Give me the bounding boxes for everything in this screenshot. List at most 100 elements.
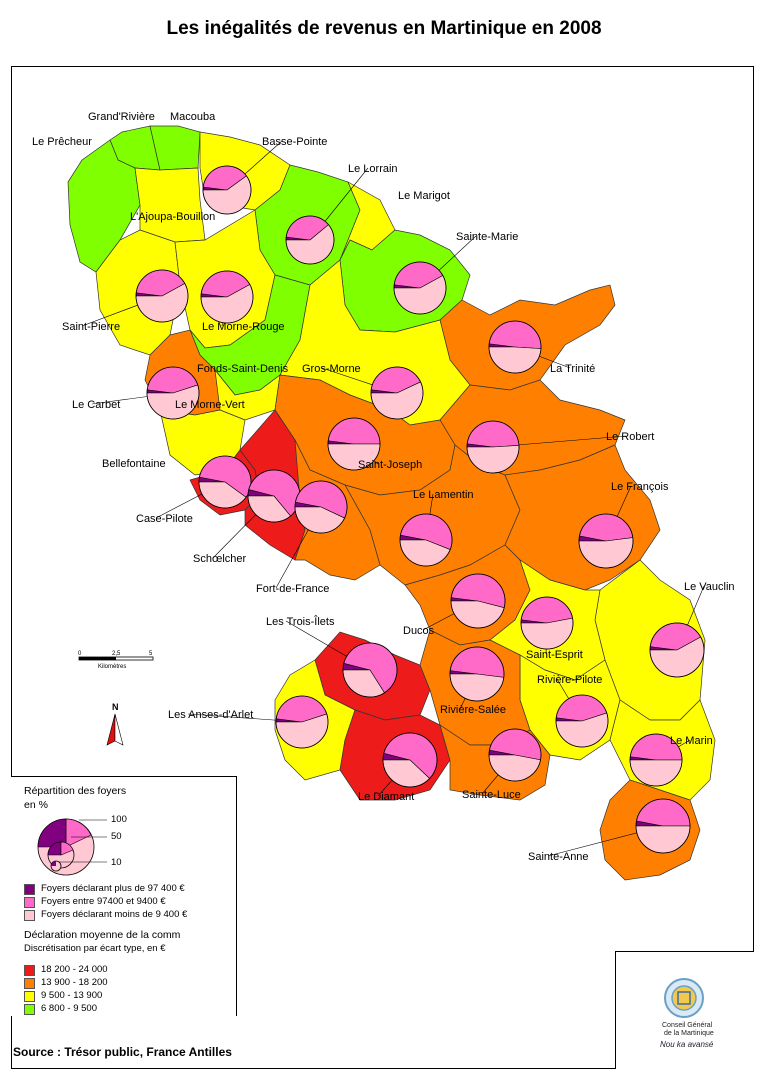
legend-cat-high: Foyers déclarant plus de 97 400 €	[41, 883, 185, 894]
pie-le-carbet	[146, 366, 200, 420]
pie-saint-pierre	[135, 269, 189, 323]
label-le-morne-vert: Le Morne-Vert	[175, 399, 245, 411]
pie-le-diamant	[382, 732, 438, 788]
pie-le-marin	[629, 733, 683, 787]
region-l-ajoupa-bouillon	[134, 167, 206, 243]
pie-le-morne-rouge	[200, 270, 254, 324]
legend-swatch-high	[24, 884, 35, 895]
legend-swatch-mid	[24, 897, 35, 908]
pie-sainte-anne	[635, 798, 691, 854]
legend-class-1: 18 200 - 24 000	[41, 964, 108, 975]
label-la-trinite: La Trinité	[550, 363, 595, 375]
label-le-vauclin: Le Vauclin	[684, 581, 735, 593]
legend-cat-mid: Foyers entre 97400 et 9400 €	[41, 896, 166, 907]
label-saint-pierre: Saint-Pierre	[62, 321, 120, 333]
label-le-marigot: Le Marigot	[398, 190, 450, 202]
label-grand-riviere: Grand'Rivière	[88, 111, 155, 123]
map-frame	[11, 66, 754, 1069]
label-le-lamentin: Le Lamentin	[413, 489, 474, 501]
label-ducos: Ducos	[403, 625, 435, 637]
pie-basse-pointe	[202, 165, 252, 215]
legend-size-100: 100	[111, 814, 127, 825]
pie-riviere-pilote	[555, 694, 609, 748]
pie-la-trinite	[488, 320, 542, 374]
pie-ducos	[450, 573, 506, 629]
label-fort-de-france: Fort-de-France	[256, 583, 329, 595]
pie-les-anses-d-arlet	[275, 695, 329, 749]
label-le-morne-rouge: Le Morne-Rouge	[202, 321, 285, 333]
map-title: Les inégalités de revenus en Martinique …	[166, 18, 602, 39]
commune-labels: Grand'Rivière Macouba Le Prêcheur Basse-Poi…	[32, 111, 735, 863]
pie-le-robert	[466, 420, 520, 474]
legend-swatch-low	[24, 910, 35, 921]
label-riviere-pilote: Rivière-Pilote	[537, 674, 602, 686]
label-fonds-saint-denis: Fonds-Saint-Denis	[197, 363, 289, 375]
legend-swatch-class-4	[24, 1004, 35, 1015]
legend-size-circles-icon	[37, 818, 107, 876]
north-label: N	[112, 702, 119, 712]
pie-saint-esprit	[520, 596, 574, 650]
pie-symbols	[135, 165, 705, 854]
scale-bar: 0 2,5 5 Kilomètres	[78, 651, 154, 670]
label-case-pilote: Case-Pilote	[136, 513, 193, 525]
label-macouba: Macouba	[170, 111, 216, 123]
scale-tick-5: 5	[149, 651, 153, 657]
pie-les-trois-ilets	[342, 642, 398, 698]
legend-size-10: 10	[111, 857, 122, 868]
label-saint-joseph: Saint-Joseph	[358, 459, 422, 471]
pie-sainte-marie	[393, 261, 447, 315]
legend-cat-low: Foyers déclarant moins de 9 400 €	[41, 909, 188, 920]
label-sainte-luce: Sainte-Luce	[462, 789, 521, 801]
legend-swatch-class-3	[24, 991, 35, 1002]
label-schoelcher: Schœlcher	[193, 553, 247, 565]
label-le-marin: Le Marin	[670, 735, 713, 747]
pie-gros-morne	[370, 366, 424, 420]
source-note: Source : Trésor public, France Antilles	[13, 1045, 232, 1059]
legend-class-4: 6 800 - 9 500	[41, 1003, 97, 1014]
pie-le-lorrain	[285, 215, 335, 265]
pie-le-lamentin	[399, 513, 453, 567]
label-le-francois: Le François	[611, 481, 669, 493]
legend-class-2: 13 900 - 18 200	[41, 977, 108, 988]
logo-panel: Conseil Général de la Martinique Nou ka …	[615, 951, 754, 1069]
label-sainte-anne: Sainte-Anne	[528, 851, 589, 863]
north-arrow-icon: N	[106, 702, 124, 746]
label-gros-morne: Gros-Morne	[302, 363, 361, 375]
conseil-general-logo-icon	[664, 978, 704, 1018]
legend: Répartition des foyers en % 100 50 10 Fo…	[11, 776, 237, 1016]
legend-class-3: 9 500 - 13 900	[41, 990, 103, 1001]
legend-swatch-class-1	[24, 965, 35, 976]
logo-line-2: de la Martinique	[664, 1030, 714, 1037]
scale-unit: Kilomètres	[98, 664, 126, 670]
label-le-robert: Le Robert	[606, 431, 654, 443]
logo-tagline: Nou ka avansé	[660, 1040, 714, 1049]
logo-line-1: Conseil Général	[662, 1022, 713, 1029]
pie-le-vauclin	[649, 622, 705, 678]
region-macouba	[149, 125, 201, 171]
label-l-ajoupa-bouillon: L'Ajoupa-Bouillon	[130, 211, 215, 223]
label-le-lorrain: Le Lorrain	[348, 163, 398, 175]
pie-riviere-salee	[449, 646, 505, 702]
legend-pie-title: Répartition des foyers	[24, 785, 127, 797]
label-basse-pointe: Basse-Pointe	[262, 136, 327, 148]
label-riviere-salee: Rivière-Salée	[440, 704, 506, 716]
label-le-carbet: Le Carbet	[72, 399, 120, 411]
legend-pie-unit: en %	[24, 799, 48, 811]
pie-fort-de-france	[294, 480, 348, 534]
pie-le-francois	[578, 513, 634, 569]
label-saint-esprit: Saint-Esprit	[526, 649, 583, 661]
label-bellefontaine: Bellefontaine	[102, 458, 166, 470]
label-les-anses-d-arlet: Les Anses-d'Arlet	[168, 709, 253, 721]
label-le-diamant: Le Diamant	[358, 791, 414, 803]
legend-swatch-class-2	[24, 978, 35, 989]
legend-size-50: 50	[111, 831, 122, 842]
pie-case-pilote	[198, 455, 252, 509]
label-les-trois-ilets: Les Trois-Îlets	[266, 615, 335, 628]
legend-choropleth-subtitle: Discrétisation par écart type, en €	[24, 943, 166, 954]
label-sainte-marie: Sainte-Marie	[456, 231, 518, 243]
pie-sainte-luce	[488, 728, 542, 782]
legend-choropleth-title: Déclaration moyenne de la comm	[24, 929, 181, 941]
scale-tick-2-5: 2,5	[112, 651, 121, 657]
scale-tick-0: 0	[78, 651, 82, 657]
